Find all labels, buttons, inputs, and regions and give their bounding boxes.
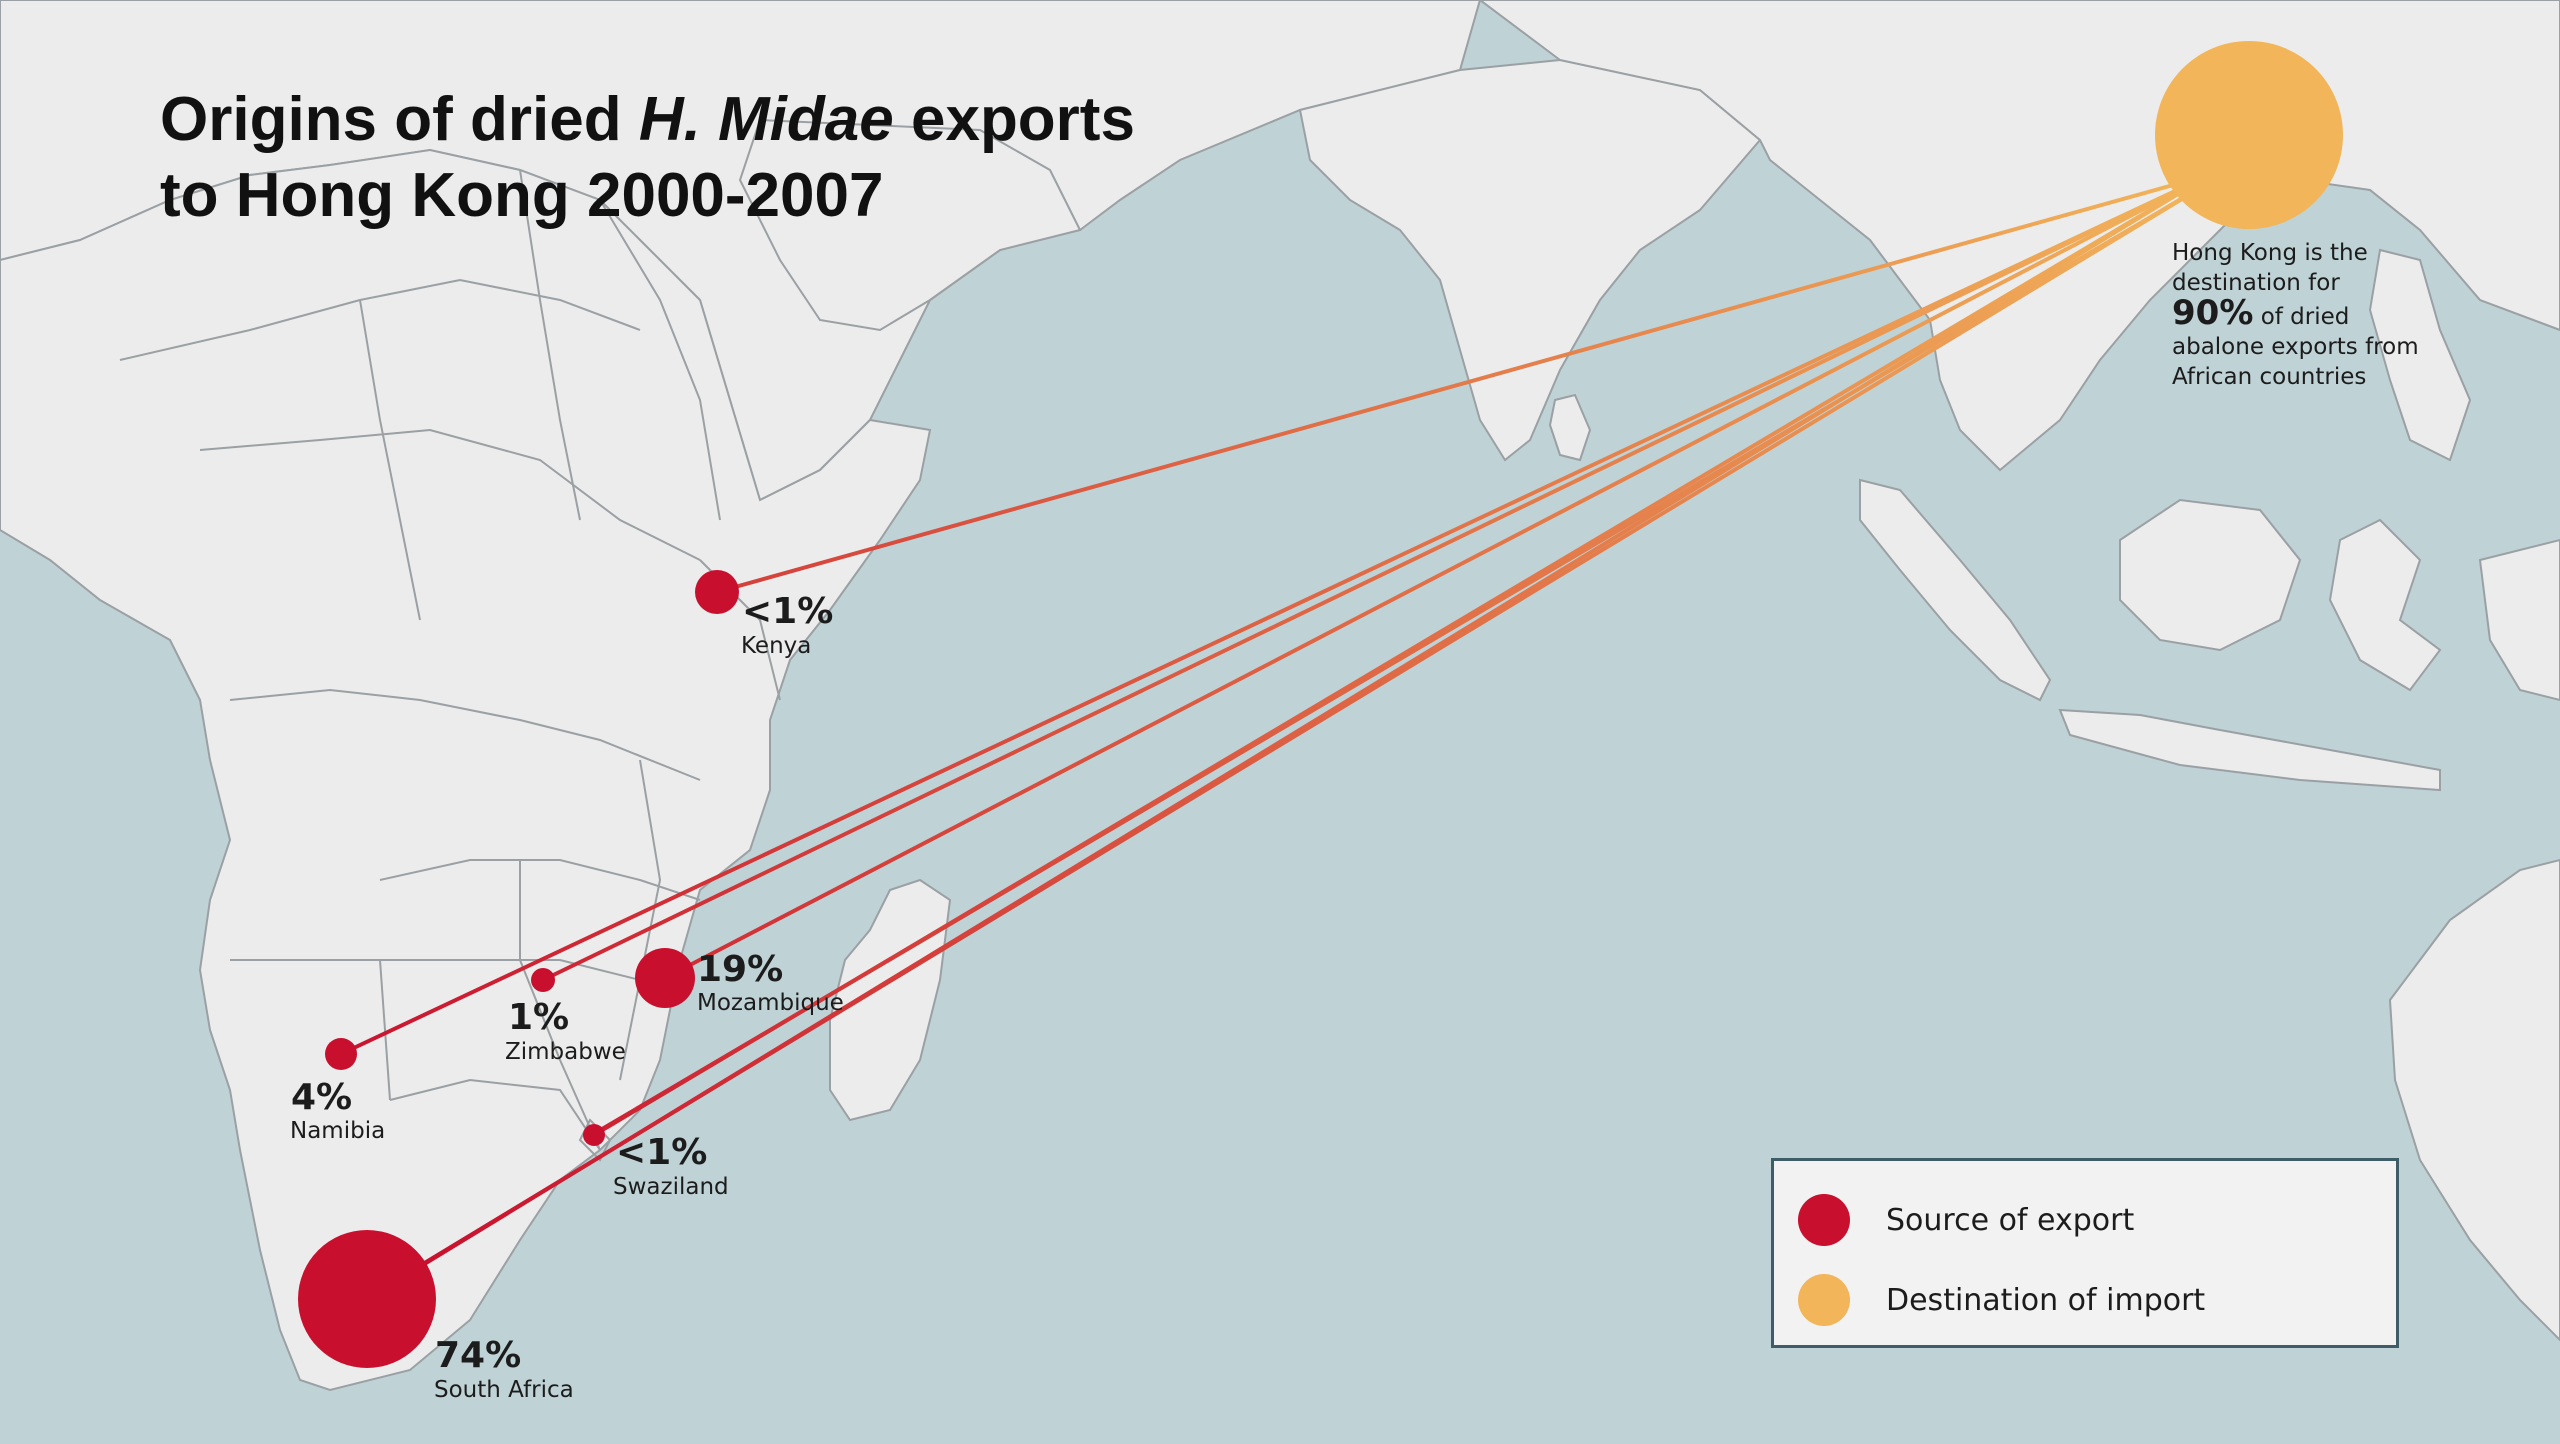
swaziland-label: Swaziland (613, 1174, 729, 1200)
land-java (2058, 708, 2441, 792)
flow-lines (339, 173, 2217, 1301)
legend-source-dot (1798, 1194, 1850, 1246)
legend-destination-label: Destination of import (1886, 1282, 2206, 1318)
land-philippines (2368, 248, 2472, 462)
land-srilanka (1548, 393, 1592, 462)
mozambique-label: Mozambique (697, 990, 844, 1016)
source-markers (298, 570, 739, 1368)
kenya-source-marker (695, 570, 739, 614)
flow-line-kenya (715, 173, 2211, 594)
mozambique-pct: 19% (697, 949, 784, 990)
mozambique-source-marker (635, 948, 695, 1008)
south-africa-pct: 74% (435, 1335, 522, 1376)
south-africa-source-marker (298, 1230, 436, 1368)
zimbabwe-pct: 1% (508, 997, 570, 1038)
legend-source-label: Source of export (1886, 1202, 2135, 1238)
hong-kong-pct: 90% (2172, 293, 2254, 333)
namibia-pct: 4% (291, 1077, 353, 1118)
legend-destination: Destination of import (1798, 1273, 2205, 1327)
swaziland-pct: <1% (616, 1132, 708, 1173)
title-line-1: Origins of dried H. Midae exports (160, 85, 1135, 154)
land-sulawesi (2328, 518, 2442, 692)
land-sumatra (1859, 478, 2052, 702)
flow-line-namibia (339, 173, 2211, 1056)
namibia-label: Namibia (290, 1118, 386, 1144)
land-africa (0, 148, 932, 1392)
legend-source: Source of export (1798, 1193, 2134, 1247)
kenya-pct: <1% (742, 591, 834, 632)
flow-line-mozambique (663, 173, 2211, 980)
title-line-2: to Hong Kong 2000-2007 (160, 161, 884, 230)
namibia-source-marker (325, 1038, 357, 1070)
kenya-label: Kenya (741, 633, 812, 659)
flow-line-zimbabwe (541, 173, 2211, 982)
land-newguinea (2478, 538, 2560, 702)
legend-destination-dot (1798, 1274, 1850, 1326)
title: Origins of dried H. Midae exports to Hon… (160, 82, 1360, 234)
land-arabia (738, 118, 1082, 332)
land-australia (2388, 858, 2560, 1342)
swaziland-source-marker (583, 1124, 605, 1146)
legend: Source of export Destination of import (1771, 1158, 2399, 1348)
flow-line-south-africa-2 (368, 177, 2217, 1298)
zimbabwe-source-marker (531, 968, 555, 992)
zimbabwe-label: Zimbabwe (505, 1039, 626, 1065)
hong-kong-destination-marker (2155, 41, 2343, 229)
land-borneo (2119, 498, 2302, 652)
south-africa-label: South Africa (434, 1377, 574, 1403)
hong-kong-note: Hong Kong is the destination for 90% of … (2172, 240, 2419, 390)
